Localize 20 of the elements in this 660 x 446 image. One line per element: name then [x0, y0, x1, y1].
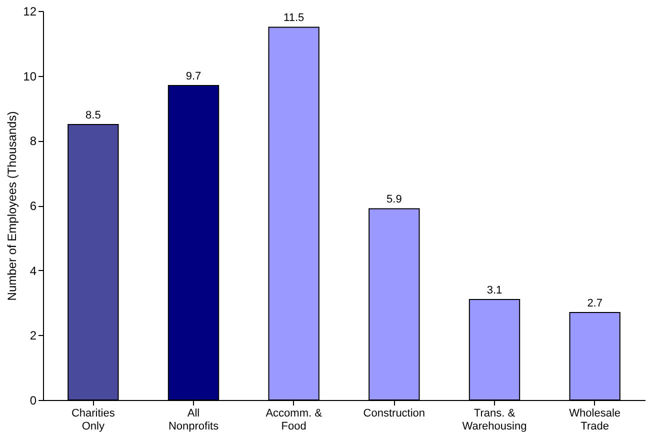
- x-tick-label: Construction: [363, 408, 426, 420]
- y-tick-label: 6: [30, 199, 37, 213]
- data-label: 3.1: [486, 284, 502, 297]
- data-label: 5.9: [386, 194, 402, 206]
- data-label: 9.7: [186, 70, 202, 83]
- y-tick-label: 4: [30, 264, 37, 278]
- data-label: 8.5: [86, 109, 101, 122]
- data-label: 11.5: [284, 12, 304, 24]
- y-tick-label: 8: [30, 134, 37, 148]
- y-tick-label: 2: [30, 328, 37, 343]
- y-tick-label: 12: [23, 4, 37, 18]
- y-tick-label: 10: [23, 69, 37, 84]
- x-tick-label: Wholesale Trade: [569, 408, 621, 432]
- data-label: 2.7: [587, 297, 602, 310]
- x-tick-label: Accomm. & Food: [266, 408, 323, 432]
- x-tick-label: Trans. & Warehousing: [462, 408, 527, 432]
- y-axis-title: Number of Employees (Thousands): [5, 111, 20, 301]
- x-tick-label: All Nonprofits: [168, 408, 220, 432]
- x-tick-label: Charities Only: [71, 408, 116, 432]
- y-tick-label: 0: [30, 394, 37, 408]
